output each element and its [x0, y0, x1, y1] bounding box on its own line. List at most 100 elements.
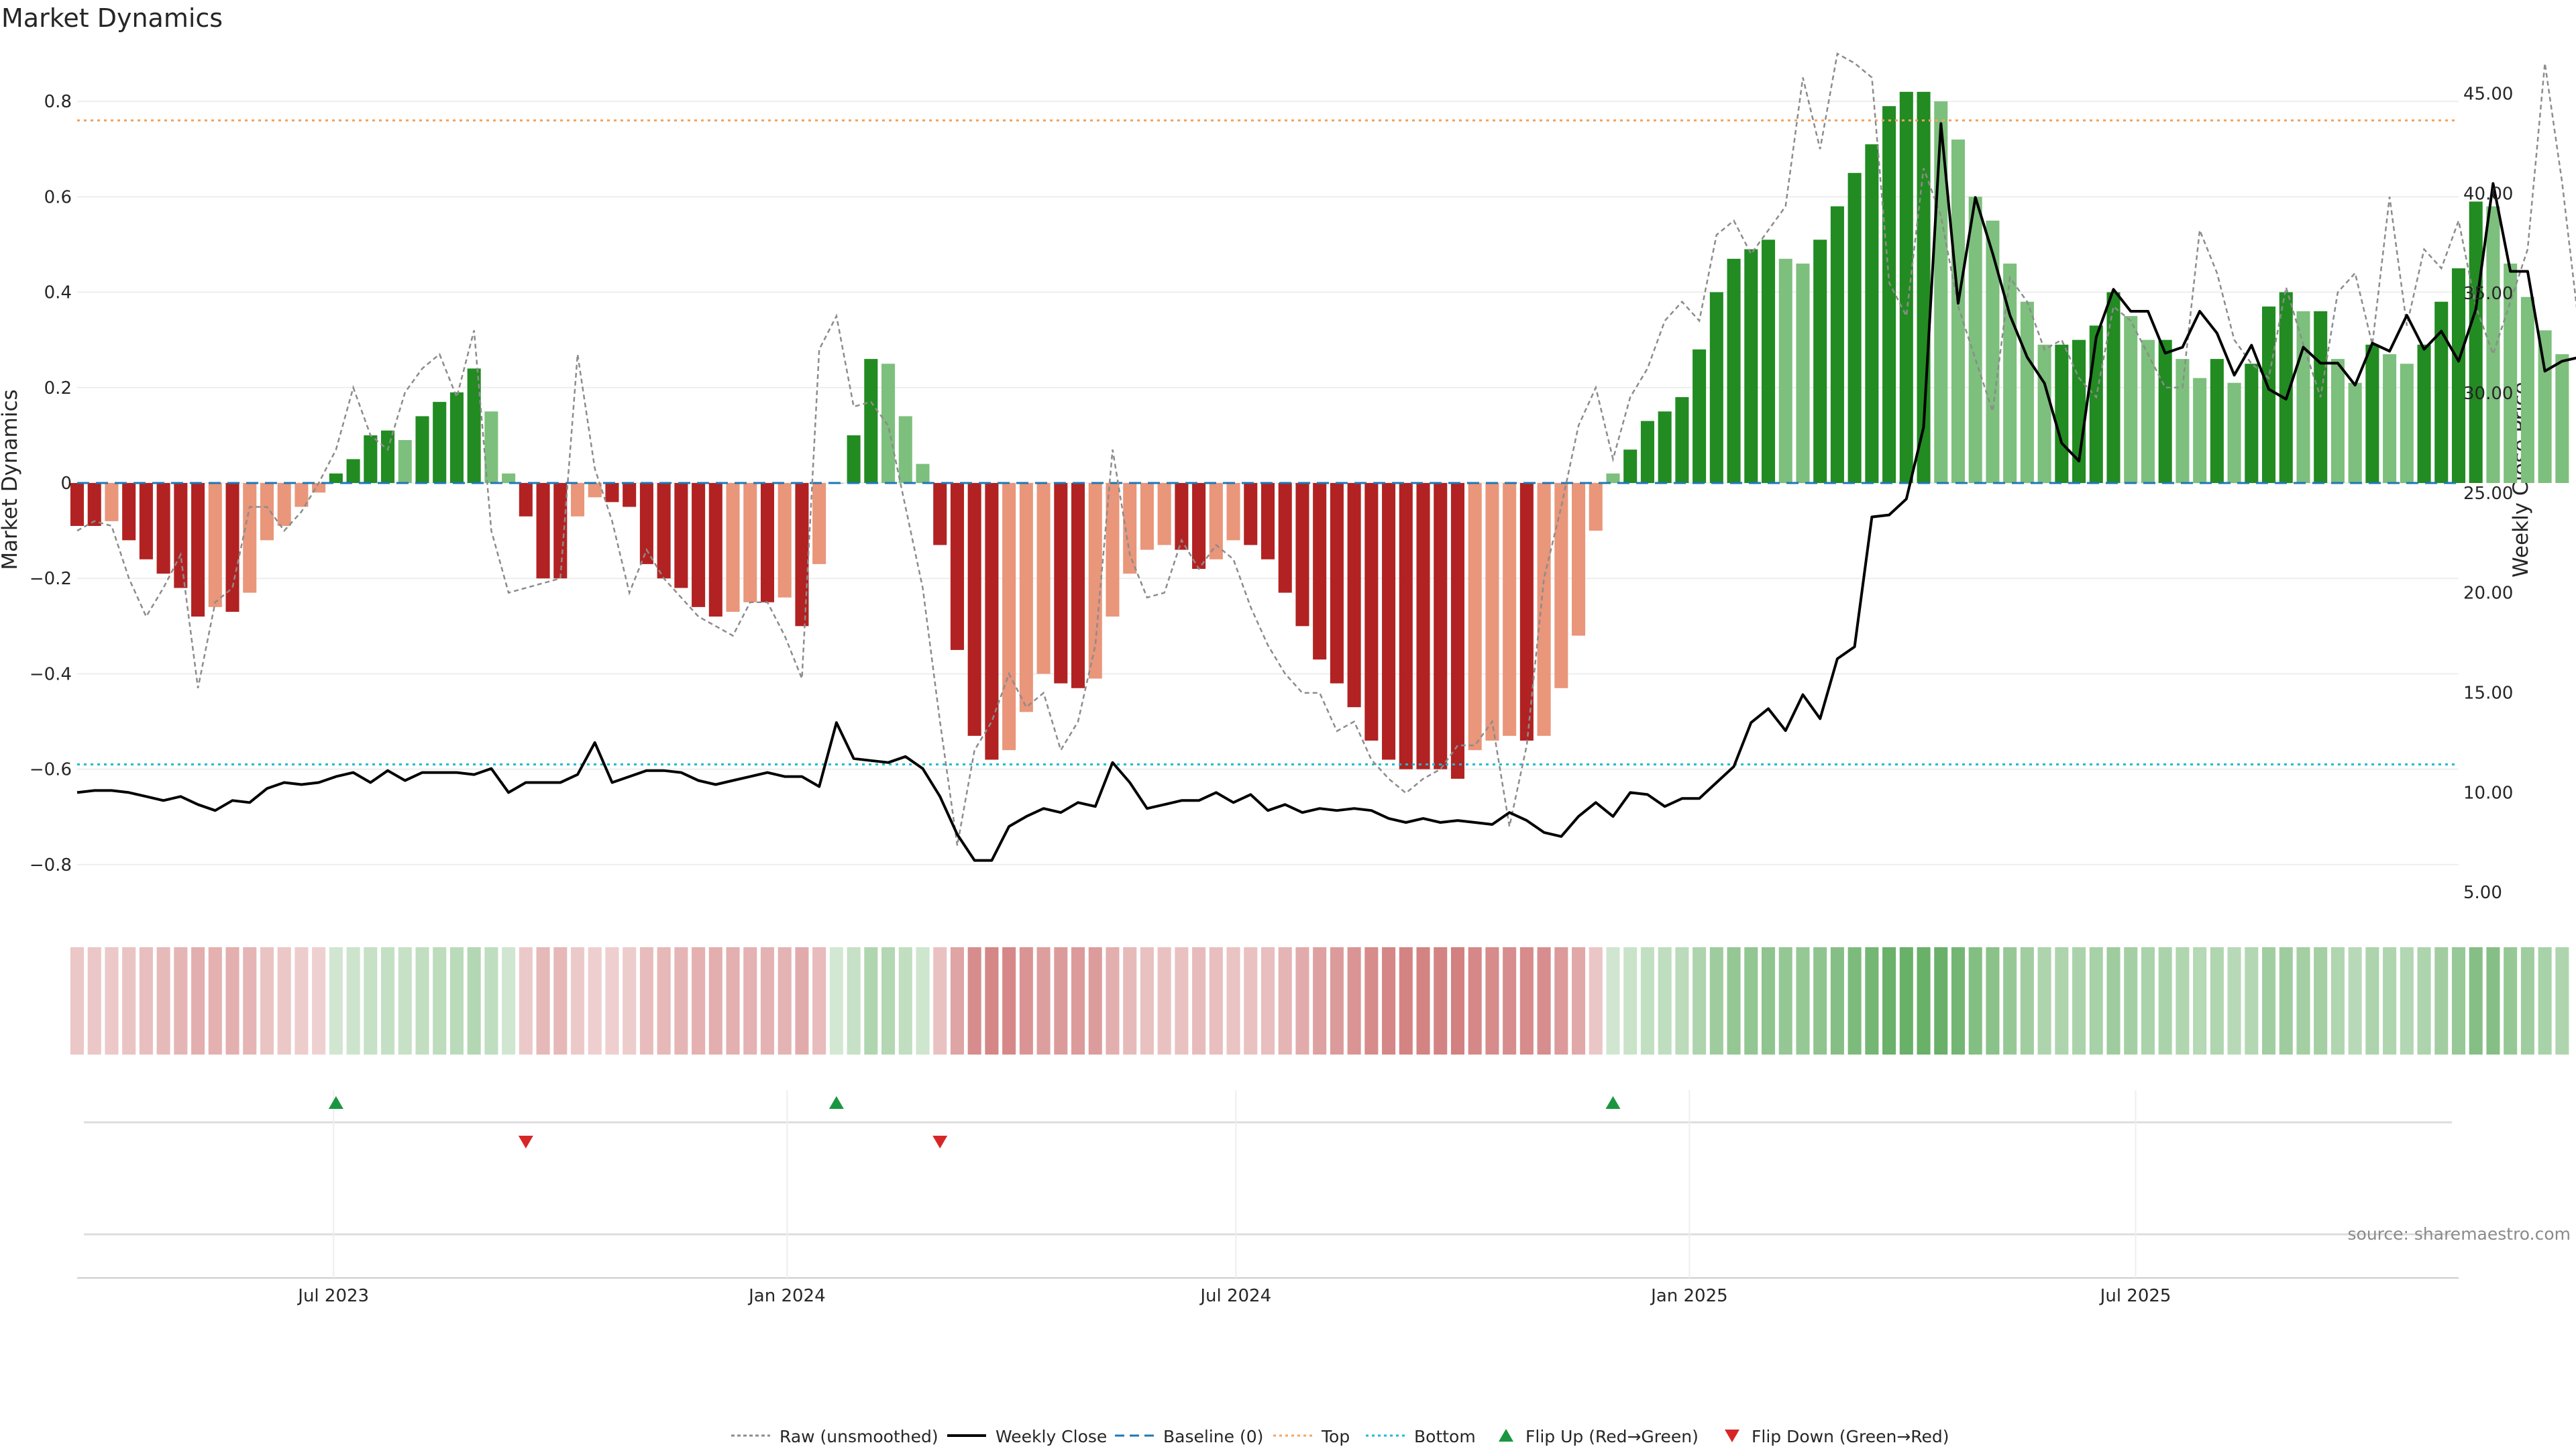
y2-tick-label: 20.00 [2463, 584, 2513, 604]
bar [1192, 483, 1206, 569]
y2-axis-ticks: 45.00 40.00 35.00 30.00 25.00 20.00 15.00 10.00… [2463, 85, 2513, 904]
bar [1382, 483, 1396, 760]
bar [346, 459, 360, 483]
bar [2261, 306, 2276, 483]
bar [1123, 483, 1137, 574]
bar [967, 483, 981, 736]
heat-cell [708, 947, 722, 1055]
heat-cell [1675, 947, 1689, 1055]
heat-cell [381, 947, 395, 1055]
heat-cell [1813, 947, 1827, 1055]
heat-cell [139, 947, 153, 1055]
bar [87, 483, 101, 526]
x-tick-label: Jul 2024 [1199, 1286, 1271, 1306]
heat-cell [2538, 947, 2552, 1055]
bar [2279, 292, 2293, 483]
heat-cell [1002, 947, 1016, 1055]
bar [1519, 483, 1534, 741]
bar [1071, 483, 1085, 688]
reference-lines [77, 119, 2459, 766]
bar [1036, 483, 1051, 674]
bar [1485, 483, 1499, 741]
bar [898, 416, 912, 483]
flip-down-marker [932, 1136, 948, 1148]
heat-cell [743, 947, 757, 1055]
bar [1709, 292, 1723, 483]
bar [1434, 483, 1448, 769]
heat-cell [449, 947, 464, 1055]
y-tick-label: 0.6 [44, 187, 72, 207]
heat-cell [1968, 947, 1982, 1055]
bar [2451, 268, 2466, 483]
bar [1675, 397, 1689, 483]
bar [2365, 344, 2379, 483]
legend-label: Flip Up (Red→Green) [1525, 1427, 1699, 1446]
y-tick-label: −0.4 [30, 664, 72, 684]
heat-cell [433, 947, 447, 1055]
bar [1968, 197, 1982, 483]
y-tick-label: −0.2 [30, 569, 72, 589]
y2-tick-label: 40.00 [2463, 184, 2513, 204]
bar [1226, 483, 1240, 541]
x-tick-label: Jan 2024 [747, 1286, 826, 1306]
heat-cell [1347, 947, 1361, 1055]
heat-cell [1640, 947, 1654, 1055]
heat-cell [1175, 947, 1189, 1055]
heat-cell [1709, 947, 1723, 1055]
legend-label: Weekly Close [996, 1427, 1107, 1446]
heat-cell [1882, 947, 1896, 1055]
heat-cell [2158, 947, 2172, 1055]
heat-cell [777, 947, 792, 1055]
bar [156, 483, 170, 574]
heat-cell [1450, 947, 1465, 1055]
bar [639, 483, 653, 564]
heat-cell [623, 947, 637, 1055]
flip-up-marker [828, 1096, 844, 1109]
heat-cell [1313, 947, 1327, 1055]
y2-tick-label: 45.00 [2463, 85, 2513, 105]
heat-cell [2434, 947, 2449, 1055]
heat-cell [1519, 947, 1534, 1055]
bar [2417, 344, 2431, 483]
bar [329, 473, 343, 483]
heat-cell [2072, 947, 2086, 1055]
chart-title: Market Dynamics [1, 3, 223, 33]
bar [2193, 378, 2207, 483]
bar [1554, 483, 1568, 688]
heat-cell [2348, 947, 2362, 1055]
bar [243, 483, 257, 593]
heat-cell [225, 947, 239, 1055]
y-axis-label: Market Dynamics [0, 389, 22, 570]
heat-cell [174, 947, 188, 1055]
bar [2020, 301, 2034, 483]
heat-cell [2520, 947, 2534, 1055]
bar [605, 483, 619, 502]
raw-line [76, 52, 2576, 846]
bar [191, 483, 205, 617]
heat-cell [2296, 947, 2310, 1055]
heat-cell [950, 947, 964, 1055]
heat-cell [1554, 947, 1568, 1055]
bar [2176, 359, 2190, 483]
heat-cell [1295, 947, 1309, 1055]
heat-cell [2055, 947, 2069, 1055]
y-tick-label: 0.4 [44, 283, 72, 303]
y2-tick-label: 25.00 [2463, 484, 2513, 504]
bar [1778, 258, 1792, 483]
heat-cell [2417, 947, 2431, 1055]
bar [1054, 483, 1068, 684]
bar [364, 435, 378, 483]
bar [760, 483, 775, 602]
bar [105, 483, 119, 521]
bar [795, 483, 809, 627]
heat-cell [87, 947, 101, 1055]
bar [449, 392, 464, 483]
heat-cell [1382, 947, 1396, 1055]
bar [1847, 172, 1862, 483]
bar [1347, 483, 1361, 708]
bar [277, 483, 291, 526]
bar [519, 483, 533, 517]
heat-cell [639, 947, 653, 1055]
bar [950, 483, 964, 650]
bar [657, 483, 671, 579]
